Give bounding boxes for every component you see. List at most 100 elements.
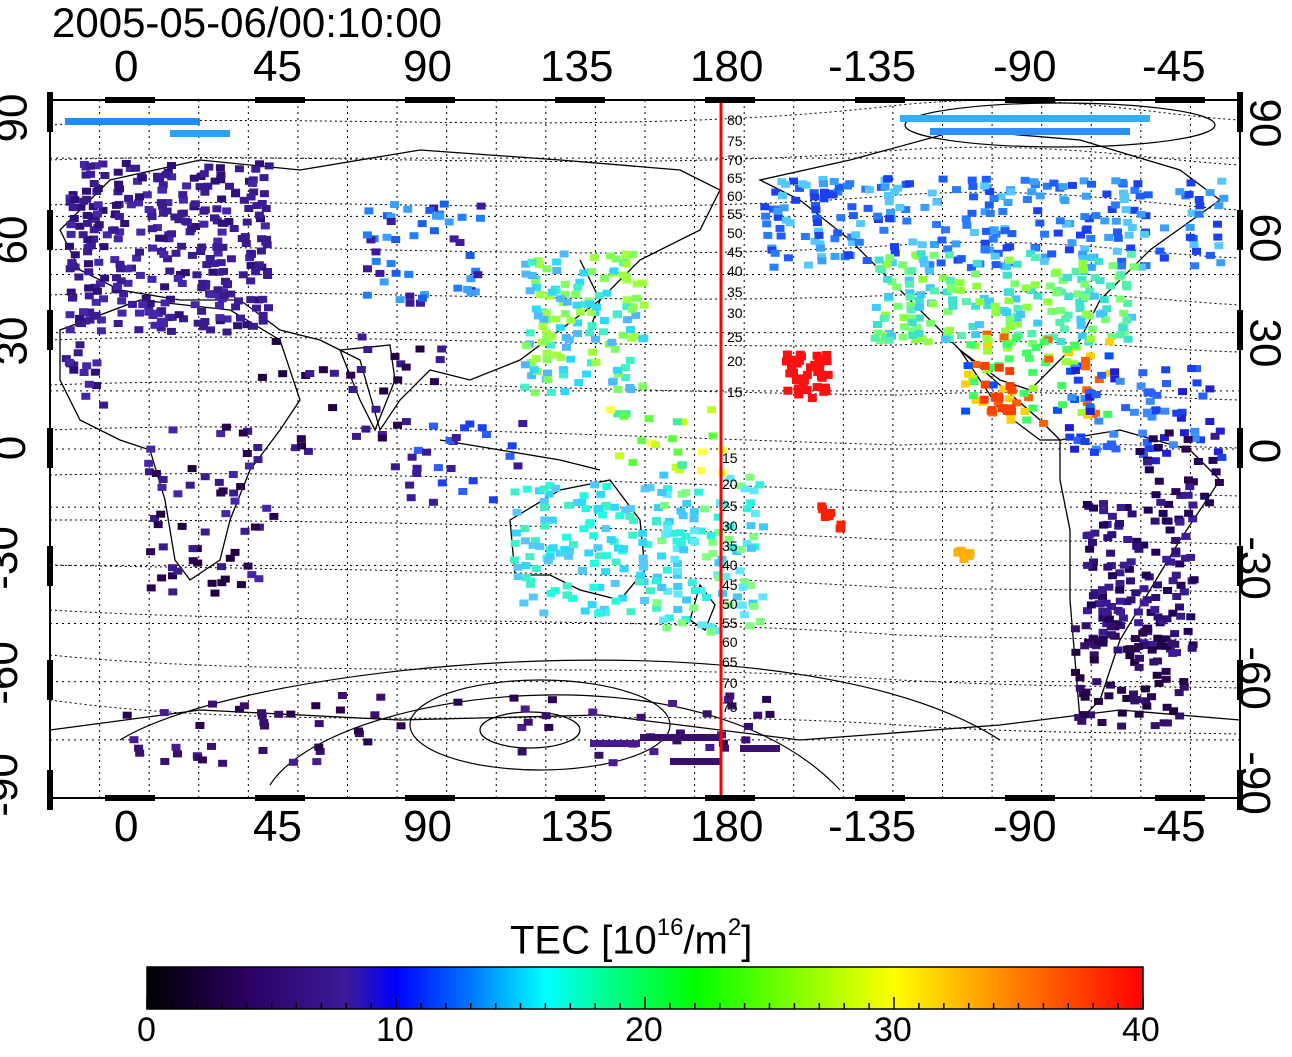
tec-patch — [1145, 397, 1155, 405]
tec-patch — [1061, 220, 1071, 228]
tec-patch — [1143, 458, 1153, 466]
tec-patch — [1078, 259, 1088, 267]
tec-patch — [79, 160, 89, 168]
left-lat-label-0: 90 — [0, 93, 37, 143]
tec-patch — [113, 235, 123, 243]
tec-patch — [564, 501, 574, 509]
tec-patch — [444, 218, 454, 226]
colorbar-tick-10: 10 — [376, 1011, 414, 1049]
tec-patch — [914, 329, 924, 337]
tec-patch — [941, 335, 951, 343]
tec-patch — [725, 523, 735, 531]
tec-patch — [814, 231, 824, 239]
tec-patch — [511, 529, 521, 537]
tec-patch — [899, 323, 909, 331]
tec-patch — [269, 512, 279, 520]
tec-patch — [988, 235, 998, 243]
tec-patch — [967, 176, 977, 184]
tec-patch — [657, 489, 667, 496]
tec-patch — [593, 544, 603, 552]
colorbar-ticks — [146, 997, 1144, 1009]
tec-patch — [1077, 717, 1087, 725]
tec-patch — [1175, 188, 1185, 196]
tec-patch — [602, 483, 612, 490]
tec-patch — [94, 221, 104, 229]
tec-patch — [1117, 722, 1127, 730]
tec-patch — [601, 552, 611, 560]
tec-patch — [1113, 646, 1123, 654]
tec-patch — [1214, 479, 1224, 486]
contour-label-s45: 45 — [722, 577, 738, 593]
tec-patch — [594, 609, 604, 617]
tec-patch — [610, 345, 620, 353]
contour-label-n20: 20 — [727, 353, 743, 369]
tec-patch — [1080, 438, 1090, 445]
tec-patch — [1147, 693, 1156, 701]
tec-patch — [1104, 233, 1114, 241]
tec-patch — [134, 199, 143, 207]
tec-patch — [749, 533, 759, 541]
tec-patch — [521, 574, 531, 582]
tec-patch — [1006, 188, 1016, 196]
tec-patch — [1117, 686, 1127, 694]
tec-patch — [217, 579, 227, 587]
tec-patch — [94, 258, 104, 266]
tec-patch-hot — [807, 394, 817, 402]
tec-patch — [386, 260, 396, 268]
tec-patch — [122, 711, 132, 719]
tec-patch — [90, 368, 100, 376]
tec-patch — [311, 702, 321, 710]
tec-patch — [1147, 646, 1157, 654]
tec-patch — [626, 326, 635, 333]
tec-patch — [252, 304, 261, 312]
tec-patch — [1152, 671, 1162, 679]
tec-patch — [1079, 266, 1088, 274]
tec-patch — [883, 175, 893, 183]
tec-patch — [1090, 529, 1100, 537]
tec-patch — [215, 164, 225, 172]
tec-patch — [1022, 416, 1032, 424]
tec-patch — [1153, 581, 1162, 589]
tec-patch — [1110, 375, 1120, 383]
tec-patch — [428, 498, 438, 506]
tec-patch — [610, 580, 620, 587]
tec-patch — [769, 263, 779, 271]
tec-patch — [100, 274, 110, 282]
tec-patch — [761, 212, 771, 220]
tec-patch — [690, 587, 700, 595]
tec-patch — [673, 567, 682, 575]
tec-patch — [622, 303, 632, 311]
tec-patch — [556, 295, 566, 303]
tec-patch — [91, 162, 101, 170]
colorbar-tick-30: 30 — [874, 1011, 912, 1049]
tec-patch — [1118, 324, 1128, 332]
tec-patch — [246, 261, 256, 269]
tec-patch — [379, 387, 389, 395]
tec-patch — [1089, 558, 1098, 566]
tec-patch — [254, 261, 264, 269]
tec-patch — [621, 506, 631, 514]
tec-patch — [200, 473, 210, 481]
tec-patch — [111, 201, 121, 209]
tec-patch — [229, 225, 239, 232]
tec-patch — [346, 371, 356, 379]
tec-patch — [635, 578, 644, 586]
tec-patch — [510, 488, 520, 496]
tec-patch — [246, 296, 256, 304]
tec-patch — [65, 198, 75, 206]
tec-patch-hot — [794, 387, 804, 396]
tec-patch — [328, 404, 338, 412]
tec-patch — [1136, 263, 1146, 271]
tec-patch — [968, 322, 978, 330]
tec-patch — [577, 567, 587, 575]
tec-patch — [348, 386, 358, 393]
tec-patch — [168, 426, 178, 434]
tec-patch — [406, 494, 416, 502]
tec-patch — [1055, 217, 1065, 225]
tec-patch — [120, 220, 130, 227]
tec-patch — [1126, 244, 1136, 252]
tec-patch — [1102, 305, 1112, 313]
tec-patch — [420, 291, 429, 299]
tec-patch — [1117, 709, 1127, 717]
tec-patch — [920, 260, 929, 268]
